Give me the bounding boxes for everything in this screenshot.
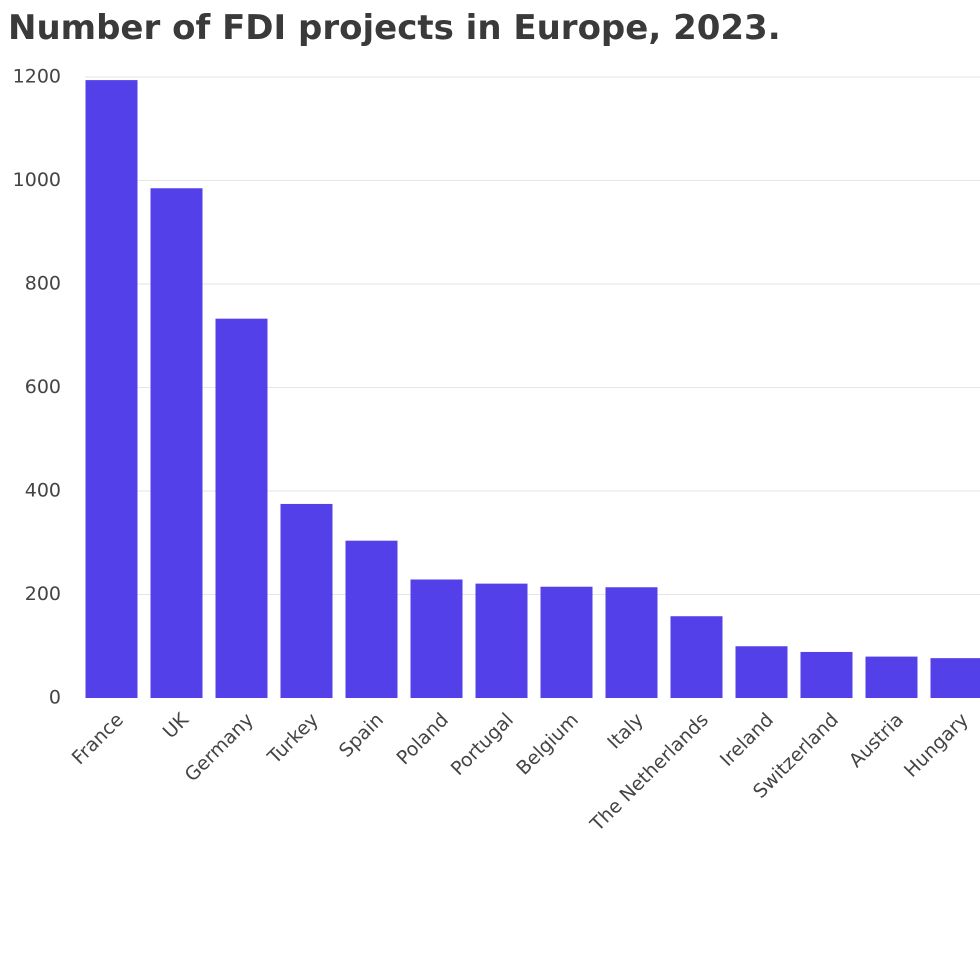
x-tick-label: UK: [159, 708, 194, 743]
bar-italy: [605, 587, 658, 698]
x-tick-label: Hungary: [900, 709, 973, 782]
bar-switzerland: [800, 651, 853, 698]
bar-austria: [865, 656, 918, 698]
bar-france: [85, 80, 138, 699]
x-tick-label: France: [68, 709, 128, 769]
x-tick-label: Belgium: [512, 709, 583, 780]
x-tick-label: Portugal: [447, 709, 518, 780]
chart-title: Number of FDI projects in Europe, 2023.: [8, 8, 781, 48]
bar-spain: [345, 540, 398, 698]
bar-hungary: [930, 658, 980, 698]
bars: [85, 80, 980, 699]
y-tick-label: 600: [25, 376, 61, 398]
x-tick-label: Ireland: [716, 709, 778, 771]
x-tick-label: Italy: [603, 709, 648, 754]
y-axis-ticks: 0 200 400 600 800 1000 1200: [13, 66, 61, 709]
x-tick-label: Austria: [845, 709, 908, 772]
y-tick-label: 800: [25, 273, 61, 295]
bar-germany: [215, 318, 268, 698]
bar-ireland: [735, 646, 788, 698]
x-tick-label: Germany: [181, 709, 258, 786]
x-tick-label: Turkey: [263, 709, 323, 769]
bar-turkey: [280, 503, 333, 698]
x-tick-label: Spain: [335, 709, 388, 762]
x-tick-label: The Netherlands: [586, 709, 713, 836]
y-tick-label: 400: [25, 480, 61, 502]
y-tick-label: 0: [49, 687, 61, 709]
bar-belgium: [540, 586, 593, 698]
x-tick-label: Poland: [393, 709, 453, 769]
y-tick-label: 200: [25, 583, 61, 605]
bar-uk: [150, 188, 203, 698]
y-tick-label: 1200: [13, 66, 61, 88]
bar-the-netherlands: [670, 616, 723, 698]
bar-portugal: [475, 583, 528, 698]
bar-poland: [410, 579, 463, 698]
y-tick-label: 1000: [13, 169, 61, 191]
